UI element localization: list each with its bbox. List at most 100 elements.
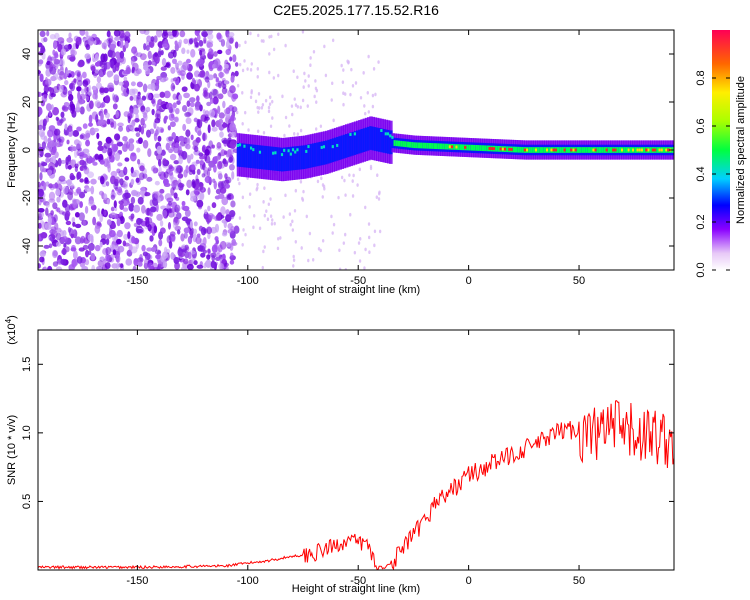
heat-cell [150, 246, 157, 252]
heat-cell [74, 163, 79, 169]
heat-cell [228, 31, 235, 38]
heat-cell [63, 102, 70, 107]
heat-cell [563, 148, 568, 152]
heat-cell [382, 129, 386, 153]
heat-cell [645, 148, 650, 152]
heat-cell [73, 78, 77, 83]
heat-cell [72, 130, 80, 137]
heat-cell [367, 235, 371, 240]
heat-cell [76, 186, 82, 195]
heat-cell [186, 72, 193, 80]
x-tick-label: -150 [126, 275, 148, 287]
heat-cell [314, 79, 317, 83]
heat-cell [625, 147, 629, 153]
heat-cell [367, 110, 370, 114]
heat-cell [217, 160, 223, 170]
heat-cell [199, 104, 203, 112]
heat-cell [129, 95, 134, 101]
heat-cell [258, 150, 262, 154]
heat-cell [144, 67, 151, 75]
heat-cell [439, 143, 444, 150]
heat-cell [197, 130, 202, 137]
heat-cell [116, 229, 123, 238]
heat-cell [377, 197, 381, 201]
heat-cell [156, 152, 163, 161]
heat-cell [256, 186, 259, 190]
heat-cell [344, 92, 347, 96]
x-tick-label: 50 [573, 275, 585, 287]
heat-cell [46, 169, 53, 175]
heat-cell [311, 257, 315, 262]
heat-cell [141, 95, 147, 101]
heat-cell [146, 35, 152, 43]
heat-cell [174, 62, 179, 67]
heat-cell [336, 143, 340, 147]
heat-cell [175, 107, 180, 115]
heat-cell [130, 166, 134, 174]
heat-cell [230, 252, 234, 258]
heat-cell [351, 83, 355, 88]
colorbar-tick-label: 0.8 [695, 70, 707, 85]
heat-cell [53, 40, 58, 49]
heat-cell [38, 59, 44, 65]
heat-cell [177, 145, 182, 154]
heat-cell [149, 128, 155, 135]
heat-cell [85, 139, 91, 147]
heat-cell [294, 150, 298, 154]
heat-cell [309, 56, 312, 60]
heat-cell [204, 110, 210, 117]
heat-cell [289, 152, 293, 156]
heat-cell [364, 127, 369, 152]
heat-cell [196, 199, 204, 208]
heat-cell [159, 91, 166, 98]
heat-cell [130, 57, 135, 66]
heat-cell [389, 130, 393, 155]
heat-cell [249, 31, 252, 36]
heat-cell [105, 181, 110, 187]
heat-cell [52, 145, 57, 154]
heat-cell [216, 141, 222, 149]
heat-cell [44, 152, 52, 158]
heat-cell [38, 124, 43, 131]
heat-cell [38, 208, 45, 213]
heat-cell [154, 249, 162, 255]
heat-cell [270, 34, 273, 39]
heat-cell [229, 37, 234, 44]
heat-cell [45, 202, 50, 208]
heat-cell [55, 266, 63, 270]
heat-cell [627, 148, 632, 152]
heat-cell [59, 70, 65, 80]
heat-cell [150, 82, 156, 91]
heat-cell [221, 139, 229, 144]
heat-cell [52, 250, 58, 257]
heat-cell [115, 262, 120, 270]
heat-cell [296, 148, 300, 152]
heat-cell [373, 229, 377, 234]
heat-cell [333, 137, 338, 162]
heat-cell [433, 143, 437, 149]
heat-cell [77, 99, 84, 105]
heat-cell [39, 30, 46, 38]
heat-cell [311, 143, 316, 168]
heat-cell [288, 124, 291, 128]
heat-cell [674, 140, 678, 159]
heat-cell [64, 80, 69, 86]
heat-cell [346, 59, 349, 64]
heat-cell [241, 68, 245, 73]
heat-cell [227, 228, 234, 234]
snr-series-line [38, 400, 674, 570]
heat-cell [214, 195, 221, 200]
heat-cell [188, 38, 194, 45]
heat-cell [110, 206, 115, 212]
heat-cell [674, 145, 678, 156]
heat-cell [241, 121, 244, 126]
heat-cell [276, 147, 280, 171]
heat-cell [57, 37, 65, 44]
heat-cell [177, 60, 183, 66]
heat-cell [510, 147, 515, 151]
heat-cell [229, 259, 235, 265]
heat-cell [319, 124, 323, 129]
heat-cell [222, 100, 226, 109]
heat-cell [79, 106, 85, 115]
heat-cell [349, 132, 353, 136]
